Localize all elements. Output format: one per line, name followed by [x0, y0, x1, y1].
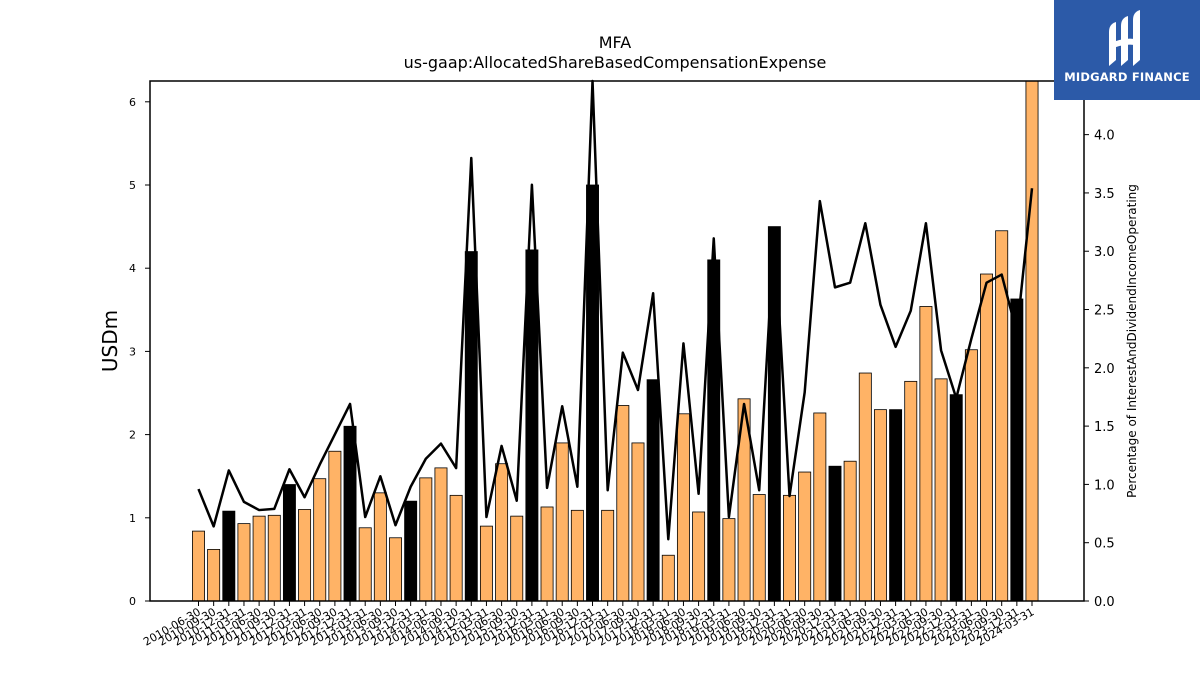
right-tick-label: 0.5 [1094, 537, 1115, 552]
bar [980, 273, 993, 602]
bar [449, 494, 463, 602]
left-tick-label: 4 [129, 262, 136, 275]
right-axis: 0.0 0.5 1.0 1.5 2.0 2.5 3.0 3.5 4.0 [1084, 129, 1115, 610]
bar [389, 537, 402, 602]
bar [343, 425, 357, 602]
bar [586, 184, 599, 602]
bar [813, 412, 827, 602]
bar [934, 378, 948, 602]
left-tick-label: 3 [129, 345, 136, 358]
chart-title: MFA [599, 33, 632, 52]
bar [873, 409, 887, 602]
right-tick-label: 3.5 [1094, 187, 1115, 202]
bar [783, 494, 796, 602]
right-tick-label: 4.0 [1094, 129, 1115, 144]
bar [843, 460, 857, 602]
right-tick-label: 2.0 [1094, 362, 1115, 377]
midgard-logo-icon [1109, 10, 1140, 66]
bar [601, 509, 615, 602]
bar [282, 484, 296, 602]
bar [919, 306, 933, 602]
bar [661, 554, 675, 602]
bar [646, 379, 660, 602]
y-axis-label-left: USDm [98, 310, 122, 372]
bar [207, 549, 221, 602]
bar [434, 467, 448, 602]
bar [222, 510, 236, 602]
bar [631, 442, 645, 602]
line-layer [197, 79, 1034, 541]
y-axis-label-right: Percentage of InterestAndDividendIncomeO… [1125, 184, 1139, 498]
bar [722, 518, 736, 602]
bar [358, 527, 372, 602]
right-tick-label: 1.5 [1094, 420, 1115, 435]
bar [889, 409, 903, 602]
bar [510, 515, 524, 602]
left-tick-label: 0 [129, 595, 136, 608]
bar [540, 506, 554, 602]
bar [328, 450, 342, 602]
left-tick-label: 1 [129, 512, 136, 525]
bar [373, 492, 387, 602]
bar [419, 477, 433, 602]
bar [525, 249, 539, 602]
right-tick-label: 1.0 [1094, 478, 1115, 493]
bar [404, 500, 418, 602]
left-tick-label: 5 [129, 179, 136, 192]
bar [964, 349, 978, 602]
bar [479, 525, 493, 602]
left-tick-label: 2 [129, 429, 136, 442]
bar [298, 509, 312, 602]
bar [828, 465, 842, 602]
brand-logo: MIDGARD FINANCE [1054, 0, 1200, 100]
left-axis: 0 1 2 3 4 5 6 [129, 96, 150, 608]
bar [464, 251, 478, 602]
right-tick-label: 3.0 [1094, 245, 1115, 260]
right-tick-label: 2.5 [1094, 304, 1115, 319]
bar [555, 442, 569, 602]
x-axis: 2010-06-302010-09-302010-12-312011-03-31… [141, 601, 1037, 649]
bar [495, 463, 509, 602]
logo-text: MIDGARD FINANCE [1064, 70, 1190, 84]
bar [616, 405, 630, 602]
bar [752, 494, 766, 602]
bar [1025, 80, 1039, 602]
bar [692, 511, 706, 602]
left-tick-label: 6 [129, 96, 136, 109]
right-tick-label: 0.0 [1094, 595, 1115, 610]
bar [798, 471, 812, 602]
bar [676, 413, 690, 602]
bar [237, 523, 251, 602]
bar [192, 530, 205, 602]
bar [858, 372, 872, 602]
bars-layer [192, 80, 1039, 602]
plot-frame [149, 80, 1085, 602]
bar [1010, 298, 1024, 602]
bar [570, 509, 584, 602]
bar [252, 515, 266, 602]
chart-subtitle: us-gaap:AllocatedShareBasedCompensationE… [404, 53, 827, 72]
series-line [197, 79, 1034, 541]
bar [904, 380, 918, 602]
bar [267, 514, 281, 602]
bar [313, 478, 327, 602]
bar [949, 394, 963, 602]
